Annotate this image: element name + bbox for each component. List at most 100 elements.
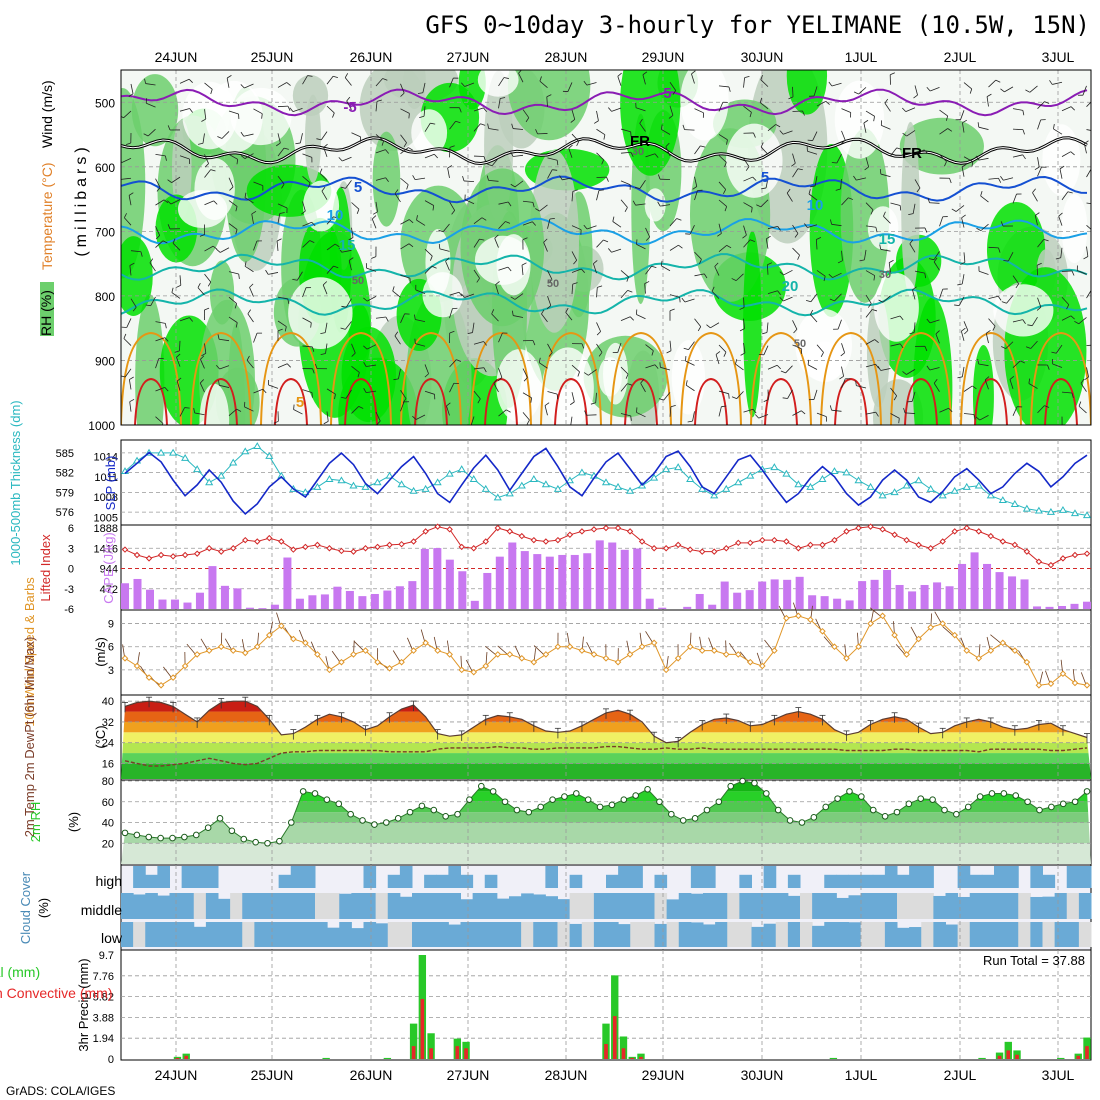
cloud-cell — [690, 866, 704, 888]
wind-barb-flag — [334, 394, 336, 400]
wind-barb — [539, 80, 548, 88]
cloud-cell — [205, 922, 219, 947]
lifted-index-marker — [157, 551, 165, 559]
wind-barb — [1061, 106, 1072, 112]
wind-barb — [1012, 360, 1021, 368]
wind-barb-flag — [123, 213, 127, 218]
wind-barb-flag — [699, 259, 702, 265]
wind-barb — [593, 263, 597, 274]
wind-barb-flag — [793, 329, 798, 334]
wind-barb-flag — [825, 101, 830, 105]
lifted-index-marker — [374, 543, 381, 551]
wind-barb — [978, 363, 989, 367]
wind-barb — [498, 221, 506, 230]
wind-barb-flag — [752, 408, 757, 414]
wind-barb-flag — [332, 75, 338, 79]
wind-barb — [865, 110, 875, 117]
wind-speed-marker — [686, 643, 694, 651]
wind-barb-flag — [593, 260, 598, 264]
wind-barb-flag — [791, 162, 796, 167]
wind-barb — [743, 342, 746, 353]
wind-barb — [442, 223, 450, 232]
wind-barb — [473, 269, 480, 279]
wind-speed-marker — [398, 658, 405, 666]
wind-barb — [247, 313, 254, 323]
wind-barb — [228, 110, 239, 115]
contour-label: 5 — [354, 179, 362, 196]
cloud-cell — [484, 893, 498, 919]
cloud-gap-cell — [375, 893, 389, 919]
wind-barb — [612, 221, 622, 228]
wind-barb — [351, 227, 354, 238]
wind-barb — [571, 251, 578, 261]
lifted-index-marker — [254, 538, 261, 545]
wind-barb — [348, 260, 352, 271]
wind-barb — [939, 216, 944, 227]
wind-barb — [620, 290, 628, 299]
precip-convective-bar — [429, 1048, 433, 1059]
rh-marker — [287, 819, 295, 826]
wind-barb — [808, 193, 818, 201]
bottom-date-label: 29JUN — [642, 1067, 685, 1083]
wind-barb — [1086, 344, 1091, 347]
cape-bar — [458, 571, 467, 609]
precip-convective-bar — [604, 1043, 608, 1059]
thickness-marker — [277, 471, 286, 479]
thickness-marker — [373, 478, 382, 486]
wind-barb — [596, 239, 604, 248]
rh-blob — [840, 128, 890, 303]
cape-bar — [933, 582, 942, 609]
wind-barb-flag — [867, 303, 872, 308]
wind-speed-marker — [518, 654, 526, 662]
precip-total-bar — [427, 1033, 435, 1059]
wind-barb-flag — [992, 325, 996, 331]
wind-barb-flag — [624, 207, 628, 212]
cloud-cell — [205, 866, 219, 888]
wind-barb — [694, 318, 702, 327]
wind-barb — [424, 153, 435, 159]
cloud-cell — [315, 922, 328, 947]
wind-barb — [1080, 383, 1087, 392]
wind-barb — [172, 242, 181, 251]
rh-marker — [1048, 803, 1055, 811]
wind-barb — [296, 271, 303, 281]
wind-barb — [665, 146, 671, 156]
cloud-cell — [302, 866, 316, 888]
wind-barb — [718, 406, 722, 417]
isotherm-warm-arc — [750, 331, 812, 425]
wind-barb — [128, 195, 132, 206]
cloud-gap-cell — [727, 893, 740, 919]
wind-barb — [807, 224, 818, 228]
cloud-cell — [897, 927, 910, 947]
cloud-cell — [351, 893, 364, 919]
wind-barb-flag — [284, 326, 287, 332]
wind-barb-flag — [961, 163, 967, 168]
wind-barb-flag — [957, 376, 963, 379]
wind-barb-flag — [752, 176, 757, 181]
wind-barb — [710, 322, 720, 329]
lifted-index-marker — [783, 538, 790, 545]
wind-barb-flag — [672, 90, 677, 95]
wind-barb-flag — [608, 107, 612, 112]
wind-barb-flag — [670, 405, 676, 408]
wind-barb-flag — [777, 290, 781, 295]
rh-dry-blob — [874, 273, 919, 342]
wind-barb — [986, 96, 989, 107]
thickness-marker — [686, 475, 695, 482]
wind-barb — [449, 291, 460, 296]
cape-tick-label: 472 — [100, 584, 118, 596]
cape-bar — [445, 559, 454, 609]
cloud-cell — [351, 928, 364, 947]
wind-barb-flag — [189, 317, 193, 322]
wind-barb — [813, 86, 818, 97]
wind-barb-flag — [1071, 392, 1074, 398]
thickness-marker — [926, 484, 935, 492]
wind-barb — [669, 406, 672, 417]
wind-barb-flag — [728, 86, 731, 92]
thickness-marker — [217, 471, 226, 479]
wind-barb — [522, 392, 532, 399]
wind-barb — [988, 79, 996, 88]
bottom-date-label: 2JUL — [944, 1067, 977, 1083]
wind-barb — [718, 85, 729, 88]
wind-barb — [906, 130, 916, 137]
